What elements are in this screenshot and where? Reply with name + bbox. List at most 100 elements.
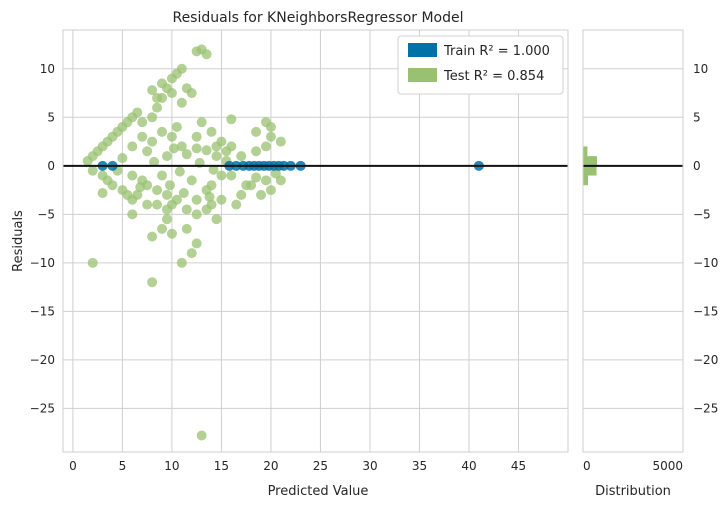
test-point	[181, 149, 192, 160]
distribution-y-tick-label: −15	[693, 304, 718, 318]
test-point	[176, 257, 187, 268]
y-tick-label: −10	[30, 256, 55, 270]
x-tick-label: 40	[461, 459, 476, 473]
test-point	[275, 175, 286, 186]
test-point	[251, 146, 262, 157]
distribution-x-ticks: 0 5000	[583, 459, 683, 473]
distribution-bar	[583, 156, 597, 166]
distribution-x-tick-label: 5000	[652, 459, 683, 473]
x-tick-label: 45	[511, 459, 526, 473]
y-tick-label: 10	[40, 62, 55, 76]
test-point	[256, 189, 267, 200]
test-point	[204, 191, 215, 202]
distribution-y-tick-label: −5	[693, 207, 711, 221]
test-point	[206, 180, 217, 191]
main-plot-background	[63, 30, 568, 452]
test-point	[181, 204, 192, 215]
test-point	[164, 180, 175, 191]
test-point	[157, 170, 168, 181]
test-point	[152, 92, 163, 103]
test-point	[176, 141, 187, 152]
test-point	[127, 170, 138, 181]
test-point	[168, 143, 179, 154]
x-tick-label: 20	[263, 459, 278, 473]
test-point	[191, 209, 202, 220]
main-scatter-plot: 0 5 10 15 20 25 30 35 40 45 10 5 0 −5 −10 −15 −20 −25 Pr…	[11, 29, 569, 499]
test-point	[176, 97, 187, 108]
x-tick-label: 10	[164, 459, 179, 473]
distribution-bar	[583, 165, 597, 176]
x-tick-label: 30	[362, 459, 377, 473]
test-point	[251, 172, 262, 183]
legend: Train R² = 1.000 Test R² = 0.854	[397, 35, 564, 95]
legend-swatch-train	[408, 43, 437, 57]
test-point	[211, 151, 222, 162]
test-point	[260, 141, 271, 152]
y-axis-label: Residuals	[11, 210, 26, 272]
test-point	[265, 122, 276, 133]
test-point	[157, 223, 168, 234]
test-point	[181, 83, 192, 94]
test-point	[166, 228, 177, 239]
test-point	[206, 199, 217, 210]
test-series-points	[82, 44, 286, 441]
test-point	[186, 175, 197, 186]
test-point	[137, 117, 148, 128]
test-point	[231, 199, 242, 210]
test-point	[117, 153, 128, 164]
chart-title: Residuals for KNeighborsRegressor Model	[172, 10, 463, 26]
y-tick-label: −20	[30, 353, 55, 367]
main-plot-frame	[62, 29, 569, 453]
test-point	[226, 170, 237, 181]
test-point	[191, 194, 202, 205]
test-point	[147, 277, 158, 288]
distribution-bar	[583, 146, 588, 157]
distribution-y-tick-label: −25	[693, 401, 718, 415]
distribution-y-tick-label: 0	[693, 159, 701, 173]
test-point	[196, 117, 207, 128]
distribution-axis-label: Distribution	[595, 484, 671, 499]
legend-label-train: Train R² = 1.000	[443, 44, 550, 59]
test-point	[127, 141, 138, 152]
test-point	[275, 136, 286, 147]
test-point	[166, 131, 177, 142]
distribution-y-ticks: 10 5 0 −5 −10 −15 −20 −25	[693, 62, 718, 416]
test-point	[161, 189, 172, 200]
test-point	[191, 46, 202, 57]
test-point	[265, 131, 276, 142]
test-point	[161, 151, 172, 162]
test-point	[127, 209, 138, 220]
distribution-y-tick-label: 5	[693, 110, 701, 124]
test-point	[171, 122, 182, 133]
legend-swatch-test	[408, 68, 437, 82]
x-axis-label: Predicted Value	[268, 484, 369, 499]
test-point	[226, 114, 237, 125]
legend-label-test: Test R² = 0.854	[443, 69, 544, 84]
test-point	[149, 156, 160, 167]
test-point	[171, 194, 182, 205]
test-point	[152, 199, 163, 210]
test-point	[196, 430, 207, 441]
test-point	[142, 199, 153, 210]
test-point	[208, 164, 219, 175]
test-point	[260, 175, 271, 186]
test-point	[157, 78, 168, 89]
distribution-y-tick-label: 10	[693, 62, 708, 76]
test-point	[191, 238, 202, 249]
distribution-plot-frame	[582, 29, 684, 453]
distribution-bars	[583, 146, 597, 186]
test-point	[216, 170, 227, 181]
distribution-bar	[583, 175, 588, 186]
test-point	[186, 248, 197, 259]
test-point	[87, 257, 98, 268]
test-point	[174, 166, 185, 177]
test-point	[178, 187, 189, 198]
test-point	[221, 146, 232, 157]
distribution-plot-background	[583, 30, 683, 452]
y-tick-label: −25	[30, 401, 55, 415]
x-tick-label: 15	[214, 459, 229, 473]
distribution-plot: 0 5000 10 5 0 −5 −10 −15 −20 −25 Distribution	[582, 29, 718, 499]
test-point	[176, 63, 187, 74]
test-point	[152, 102, 163, 113]
